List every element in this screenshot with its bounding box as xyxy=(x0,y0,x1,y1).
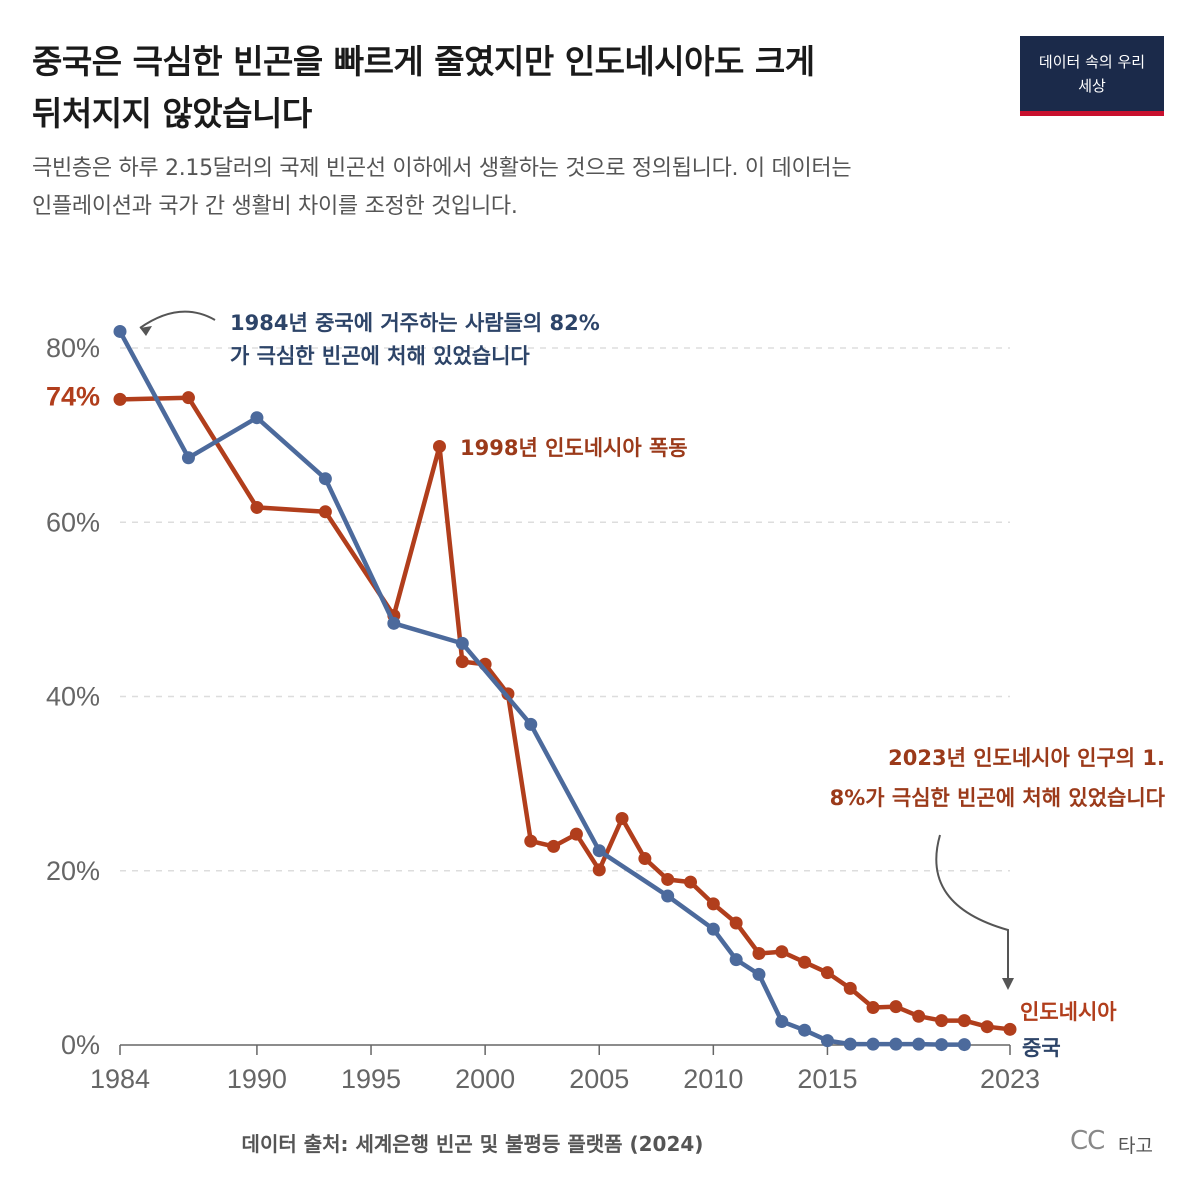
series-1-point[interactable] xyxy=(661,889,675,903)
series-1-point[interactable] xyxy=(181,451,195,465)
series-0-point[interactable] xyxy=(729,916,743,930)
series-1-point[interactable] xyxy=(866,1037,880,1051)
subtitle-line-1: 극빈층은 하루 2.15달러의 국제 빈곤선 이하에서 생활하는 것으로 정의됩… xyxy=(32,156,852,181)
series-0-point[interactable] xyxy=(843,981,857,995)
series-0-point[interactable] xyxy=(798,955,812,969)
china-annotation-arrow xyxy=(139,310,216,329)
china-annotation-arrowhead xyxy=(140,326,152,336)
series-0-point[interactable] xyxy=(684,875,698,889)
series-1-point[interactable] xyxy=(912,1037,926,1051)
series-1-point[interactable] xyxy=(706,922,720,936)
series-1-point[interactable] xyxy=(113,324,127,338)
indonesia-2023-annotation-line-1: 2023년 인도네시아 인구의 1. xyxy=(888,746,1165,770)
logo-line-1: 데이터 속의 우리 xyxy=(1038,52,1146,71)
subtitle-line-2: 인플레이션과 국가 간 생활비 차이를 조정한 것입니다. xyxy=(32,194,518,219)
series-0-point[interactable] xyxy=(820,966,834,980)
cc-icon: CC xyxy=(1070,1126,1105,1156)
series-0-point[interactable] xyxy=(318,505,332,519)
series-0-point[interactable] xyxy=(250,500,264,514)
x-tick-label: 1995 xyxy=(341,1064,401,1094)
series-1-point[interactable] xyxy=(820,1034,834,1048)
series-1-point[interactable] xyxy=(752,967,766,981)
series-0-point[interactable] xyxy=(866,1001,880,1015)
series-0-point[interactable] xyxy=(615,811,629,825)
series-line-0 xyxy=(117,395,1013,1032)
series-1-point[interactable] xyxy=(387,616,401,630)
axes: 0% 20% 40% 60% 80% 1984 1990 1995 2000 2005 2010 20… xyxy=(46,333,1040,1094)
series-1-point[interactable] xyxy=(318,472,332,486)
series-0-point[interactable] xyxy=(432,439,446,453)
y-tick-label: 20% xyxy=(46,856,100,886)
series-1-point[interactable] xyxy=(455,636,469,650)
indonesia-start-label: 74% xyxy=(46,381,100,411)
data-source-note: 데이터 출처: 세계은행 빈곤 및 불평등 플랫폼 (2024) xyxy=(241,1132,704,1156)
series-0-point[interactable] xyxy=(752,947,766,961)
x-tick-label: 2010 xyxy=(683,1064,743,1094)
series-1-point[interactable] xyxy=(592,844,606,858)
x-tick-label: 1990 xyxy=(227,1064,287,1094)
china-1984-annotation-line-2: 가 극심한 빈곤에 처해 있었습니다 xyxy=(230,344,530,368)
china-series-label: 중국 xyxy=(1022,1036,1061,1060)
y-tick-label: 60% xyxy=(46,507,100,537)
series-0-point[interactable] xyxy=(935,1014,949,1028)
license-text[interactable]: 타고 xyxy=(1118,1135,1153,1157)
series-1-point[interactable] xyxy=(250,411,264,425)
indonesia-series-label: 인도네시아 xyxy=(1020,1000,1117,1024)
chart-subtitle: 극빈층은 하루 2.15달러의 국제 빈곤선 이하에서 생활하는 것으로 정의됩… xyxy=(32,150,1152,226)
y-tick-label: 40% xyxy=(46,682,100,712)
series-0-point[interactable] xyxy=(524,834,538,848)
series-0-point[interactable] xyxy=(775,945,789,959)
series-1-point[interactable] xyxy=(775,1014,789,1028)
indonesia-2023-annotation-line-2: 8%가 극심한 빈곤에 처해 있었습니다 xyxy=(830,786,1166,810)
indonesia-1998-annotation: 1998년 인도네시아 폭동 xyxy=(460,436,688,460)
x-tick-label: 2023 xyxy=(980,1064,1040,1094)
logo-line-2: 세상 xyxy=(1078,76,1106,95)
indonesia-2023-annotation-arrowhead xyxy=(1002,978,1014,990)
series-1-point[interactable] xyxy=(524,717,538,731)
series-0-point[interactable] xyxy=(706,897,720,911)
series-0-point[interactable] xyxy=(638,852,652,866)
x-tick-label: 1984 xyxy=(90,1064,150,1094)
series-1-point[interactable] xyxy=(957,1038,971,1052)
series-1-point[interactable] xyxy=(798,1023,812,1037)
x-tick-label: 2005 xyxy=(569,1064,629,1094)
publisher-logo[interactable]: 데이터 속의 우리 세상 xyxy=(1020,36,1164,116)
series-0-point[interactable] xyxy=(957,1014,971,1028)
series-1-point[interactable] xyxy=(935,1038,949,1052)
series-1-point[interactable] xyxy=(889,1037,903,1051)
series-0-point[interactable] xyxy=(1003,1022,1017,1036)
gridlines xyxy=(120,347,1010,872)
series-0-point[interactable] xyxy=(889,1000,903,1014)
series-1-point[interactable] xyxy=(843,1037,857,1051)
x-tick-label: 2015 xyxy=(797,1064,857,1094)
series xyxy=(113,324,1017,1052)
series-0-point[interactable] xyxy=(912,1009,926,1023)
y-tick-label: 80% xyxy=(46,333,100,363)
series-0-point[interactable] xyxy=(547,839,561,853)
series-0-point[interactable] xyxy=(661,872,675,886)
series-0-point[interactable] xyxy=(181,391,195,405)
series-1-point[interactable] xyxy=(729,953,743,967)
y-tick-label: 0% xyxy=(61,1030,100,1060)
annotations: 1984년 중국에 거주하는 사람들의 82% 가 극심한 빈곤에 처해 있었습… xyxy=(139,310,1166,990)
series-0-point[interactable] xyxy=(455,655,469,669)
series-0-point[interactable] xyxy=(113,392,127,406)
series-0-point[interactable] xyxy=(980,1020,994,1034)
title-line-1: 중국은 극심한 빈곤을 빠르게 줄였지만 인도네시아도 크게 xyxy=(32,42,815,81)
chart-title: 중국은 극심한 빈곤을 빠르게 줄였지만 인도네시아도 크게 뒤처지지 않았습니… xyxy=(32,36,962,140)
series-0-point[interactable] xyxy=(569,827,583,841)
x-tick-label: 2000 xyxy=(455,1064,515,1094)
title-line-2: 뒤처지지 않았습니다 xyxy=(32,94,312,133)
series-0-point[interactable] xyxy=(592,863,606,877)
china-1984-annotation-line-1: 1984년 중국에 거주하는 사람들의 82% xyxy=(230,311,600,335)
indonesia-2023-annotation-arrow xyxy=(935,834,1009,985)
